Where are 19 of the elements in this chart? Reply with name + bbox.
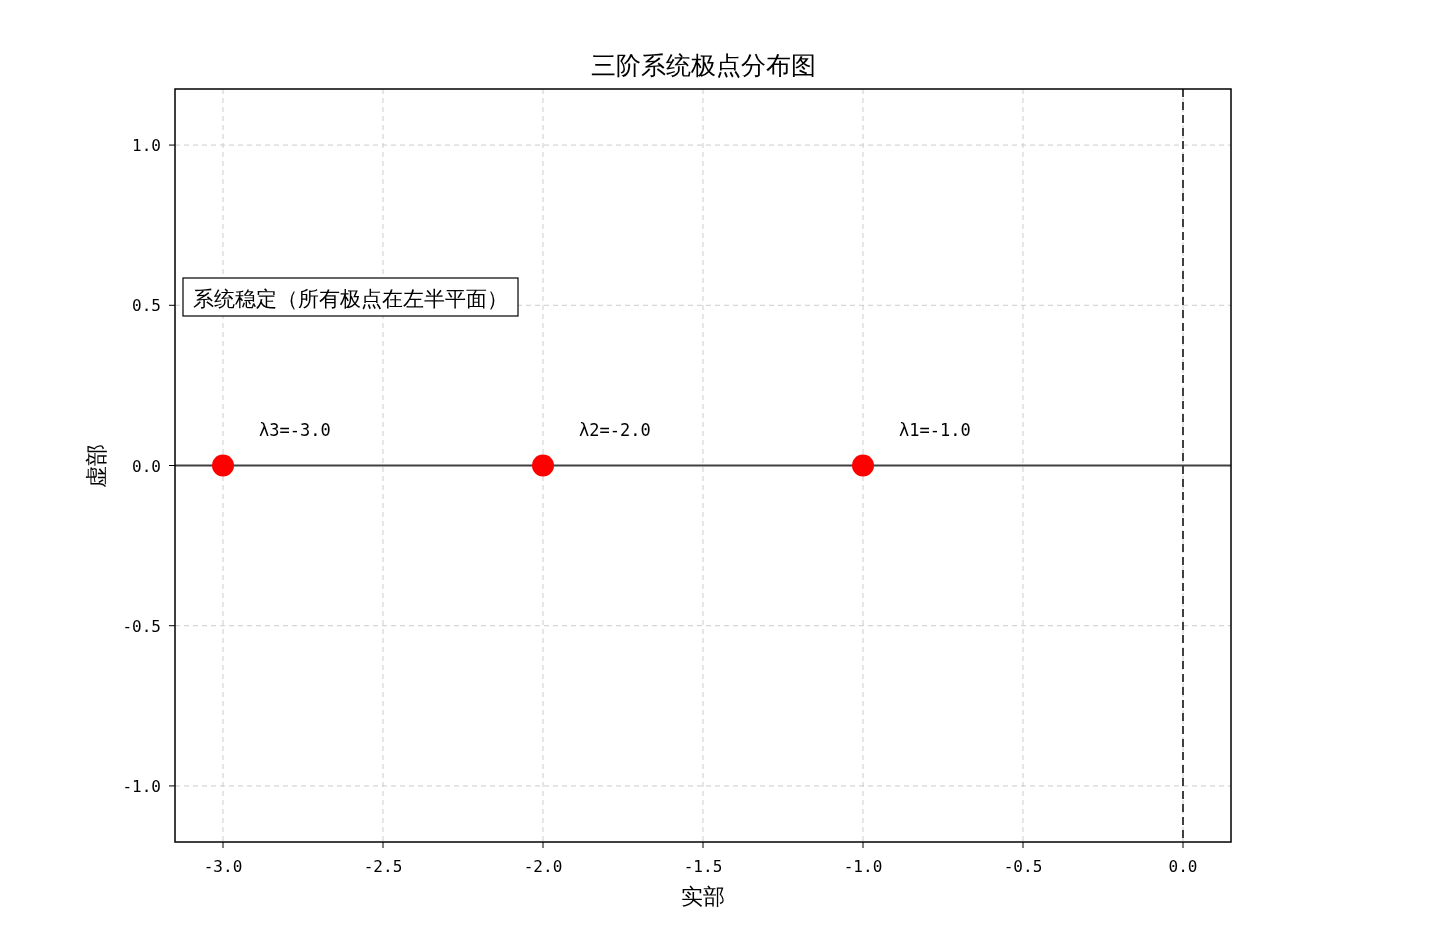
annotation: λ3=-3.0 bbox=[259, 419, 331, 440]
y-axis-title: 虚部 bbox=[84, 443, 109, 488]
y-tick-label: 0.0 bbox=[132, 456, 161, 476]
y-tick-label: 1.0 bbox=[132, 136, 161, 156]
x-tick-label: -3.0 bbox=[203, 857, 243, 876]
x-tick-label: -1.5 bbox=[683, 857, 723, 876]
y-tick-label: -0.5 bbox=[122, 616, 161, 636]
x-tick-label: -2.5 bbox=[363, 857, 403, 876]
chart-title: 三阶系统极点分布图 bbox=[590, 51, 816, 80]
annotation: λ2=-2.0 bbox=[579, 419, 651, 440]
x-axis-title: 实部 bbox=[681, 884, 725, 909]
x-tick-label: -1.0 bbox=[843, 857, 883, 876]
x-tick-label: -0.5 bbox=[1003, 857, 1043, 876]
annotation: 系统稳定（所有极点在左半平面） bbox=[193, 287, 508, 311]
y-tick-label: 0.5 bbox=[132, 296, 161, 316]
x-tick-label: -2.0 bbox=[523, 857, 563, 876]
annotation: λ1=-1.0 bbox=[899, 419, 971, 440]
x-tick-label: 0.0 bbox=[1168, 857, 1198, 876]
y-tick-label: -1.0 bbox=[122, 776, 161, 796]
